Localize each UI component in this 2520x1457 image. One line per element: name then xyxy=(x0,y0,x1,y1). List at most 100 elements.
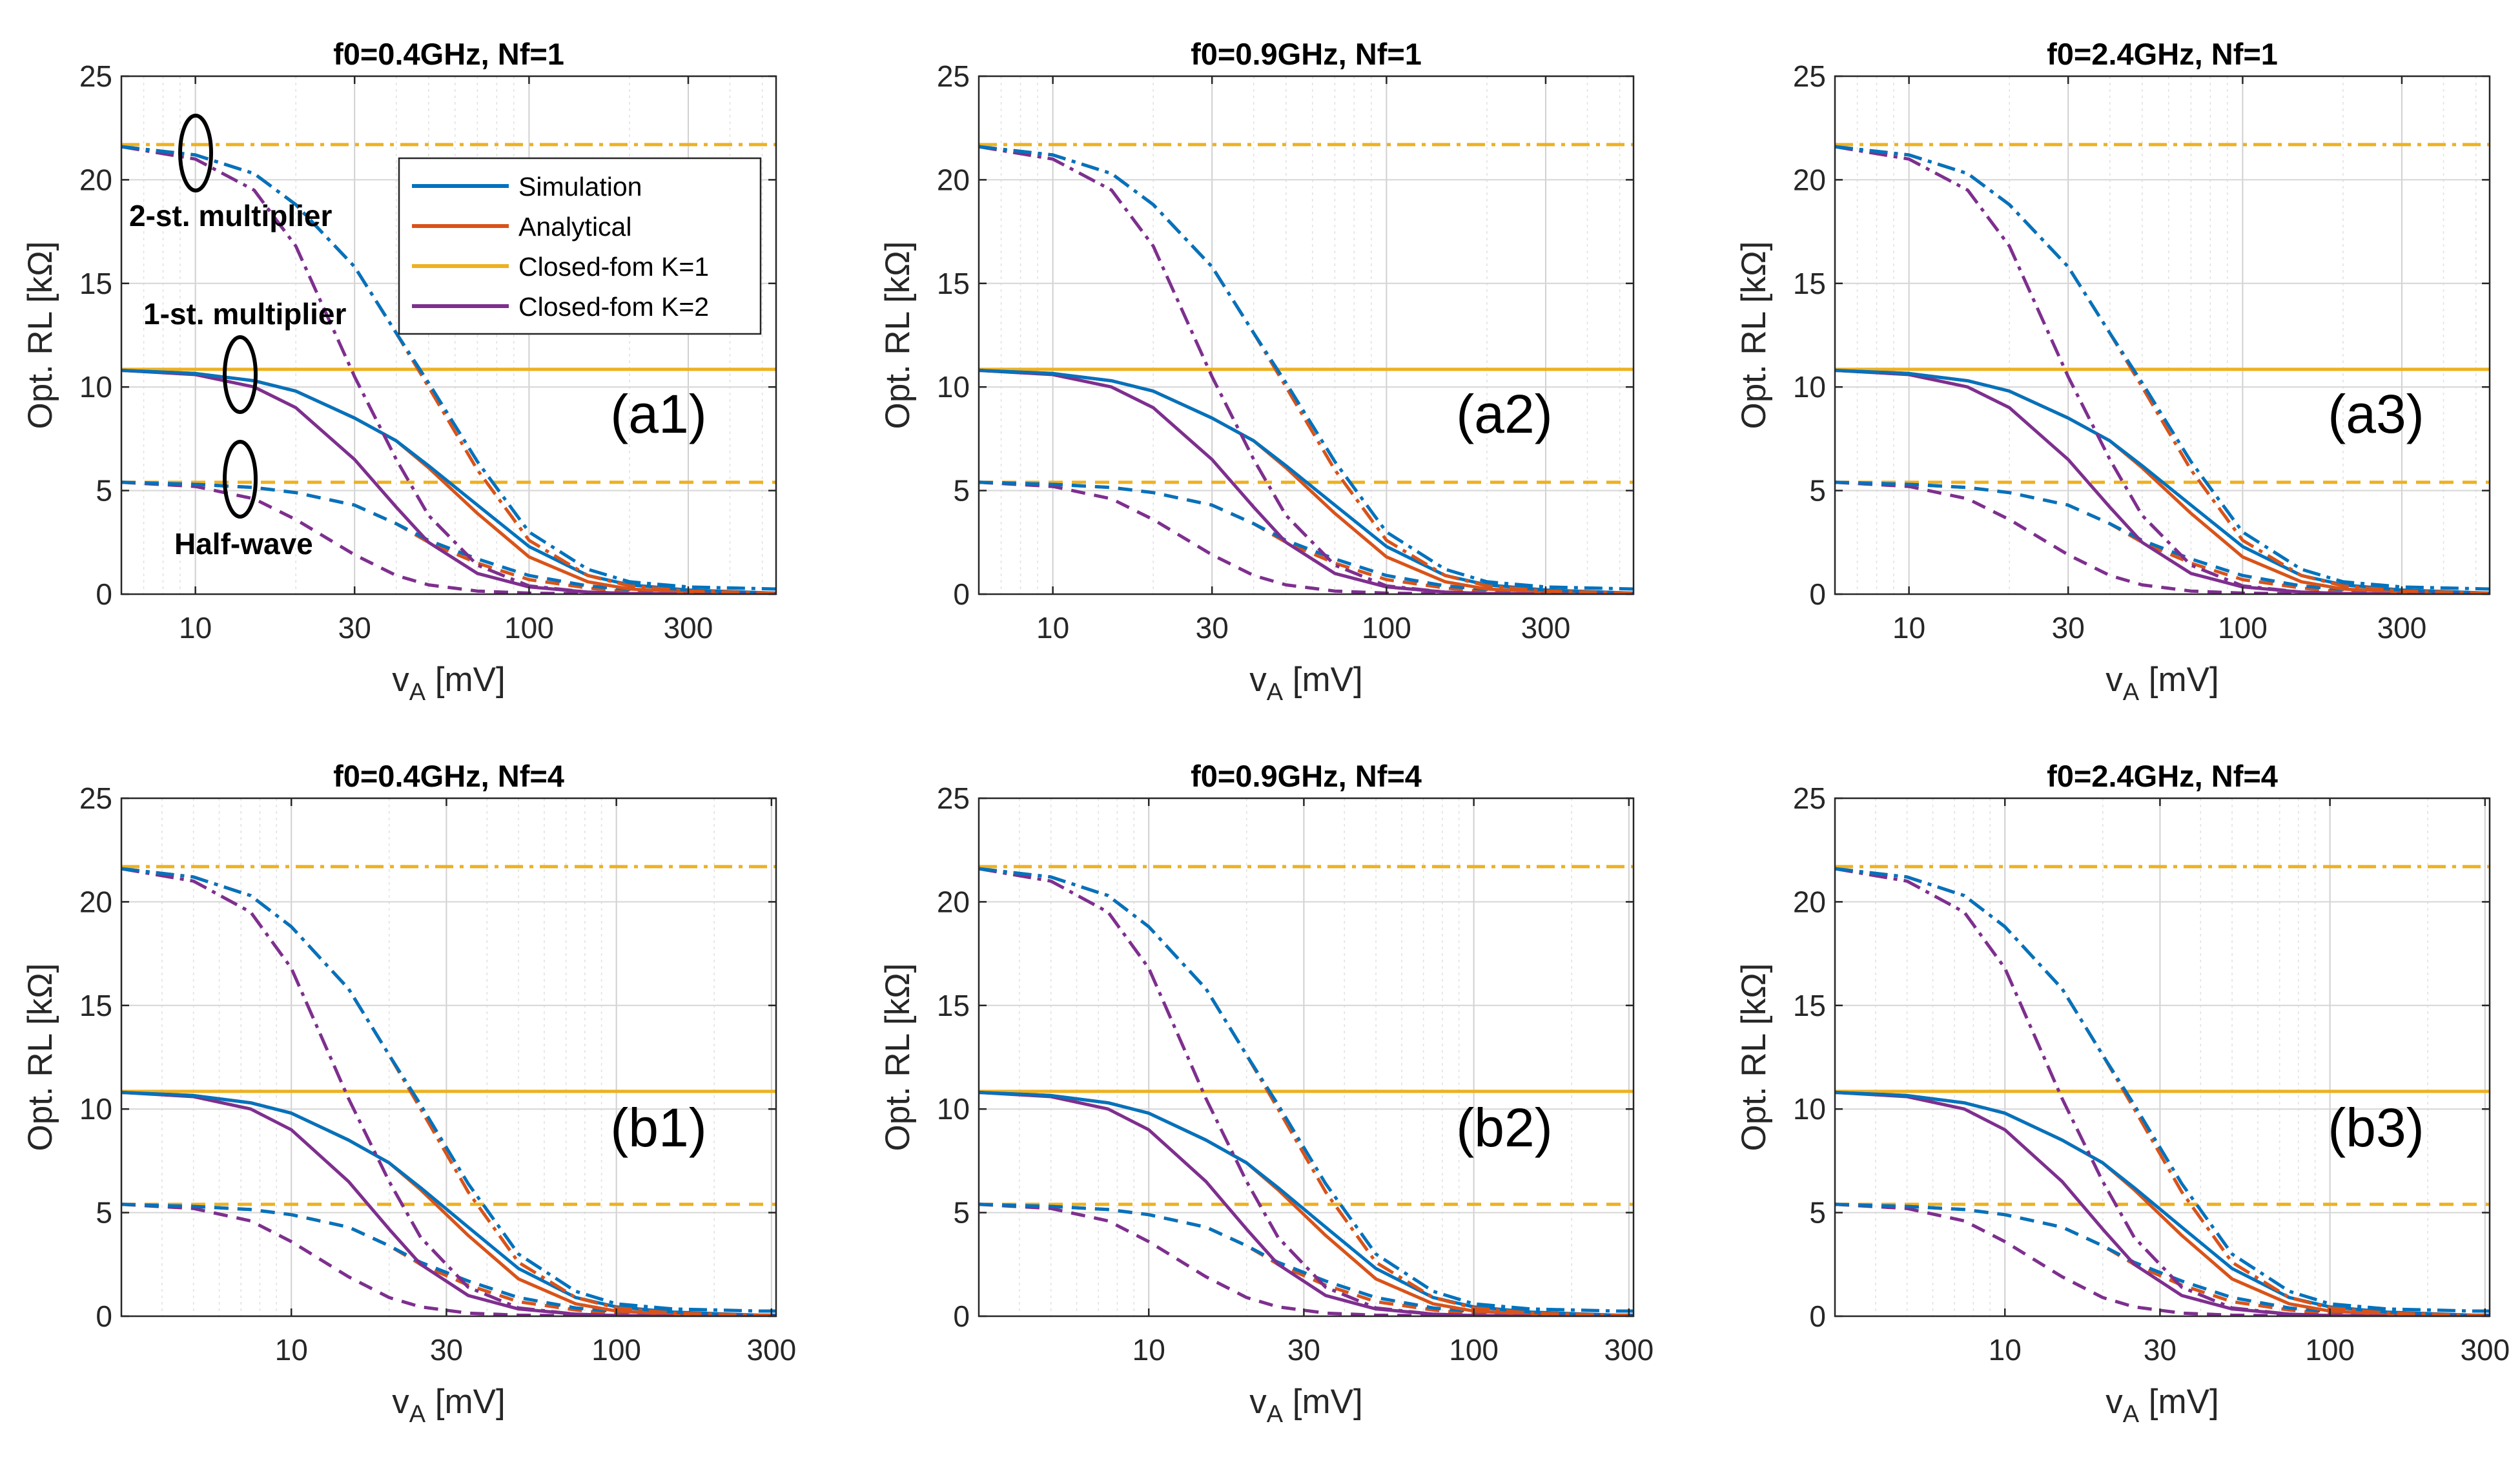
annotation-2-stage: 2-st. multiplier xyxy=(129,199,332,232)
legend-label: Closed-fom K=2 xyxy=(518,292,709,322)
annotation-ellipse xyxy=(178,114,213,192)
x-tick-label: 100 xyxy=(1449,1333,1499,1367)
y-tick-label: 15 xyxy=(937,989,970,1022)
y-tick-label: 15 xyxy=(79,267,112,300)
y-tick-label: 25 xyxy=(1793,59,1826,93)
y-tick-label: 10 xyxy=(79,1092,112,1126)
legend-label: Analytical xyxy=(518,212,631,242)
x-tick-label: 30 xyxy=(430,1333,463,1367)
x-tick-label: 300 xyxy=(2377,611,2427,645)
y-tick-label: 5 xyxy=(96,1196,112,1230)
line-simulation-two-stage xyxy=(121,145,776,591)
plot-area xyxy=(1835,76,2490,594)
y-tick-label: 20 xyxy=(79,885,112,918)
y-tick-label: 15 xyxy=(79,989,112,1022)
y-tick-label: 20 xyxy=(1793,163,1826,196)
axes-box xyxy=(1834,75,2491,595)
x-tick-label: 30 xyxy=(2144,1333,2177,1367)
x-tick-label: 100 xyxy=(2305,1333,2355,1367)
legend: Simulation Analytical Closed-fom K=1 Closed… xyxy=(398,157,762,335)
plot-area xyxy=(979,76,1634,594)
y-tick-label: 5 xyxy=(1809,1196,1826,1230)
legend-label: Simulation xyxy=(518,172,642,202)
x-tick-label: 10 xyxy=(1036,611,1069,645)
y-tick-label: 5 xyxy=(96,474,112,508)
line-closed-form-k2-half-wave xyxy=(1835,480,2490,594)
line-simulation-half-wave xyxy=(979,480,1634,594)
y-tick-label: 0 xyxy=(1809,577,1826,611)
line-closed-form-k2-two-stage xyxy=(979,145,1634,594)
x-tick-label: 100 xyxy=(504,611,554,645)
annotation-half-wave: Half-wave xyxy=(174,527,313,561)
subplot-title: f0=0.4GHz, Nf=4 xyxy=(333,759,564,793)
y-tick-label: 25 xyxy=(1793,781,1826,815)
x-tick-label: 300 xyxy=(2460,1333,2510,1367)
series-layer xyxy=(979,143,1634,594)
series-layer xyxy=(121,143,776,594)
subplot-a1: 0 5 10 15 20 25 10 30 100 300 f0=0.4GHz, Nf=1 vA [m… xyxy=(21,37,777,706)
panel-label: (a1) xyxy=(610,384,706,444)
subplot-title: f0=2.4GHz, Nf=1 xyxy=(2047,37,2278,71)
y-tick-label: 25 xyxy=(79,781,112,815)
line-simulation-two-stage xyxy=(979,867,1634,1313)
subplot-b2: 0 5 10 15 20 25 10 30 100 300 f0=0.9GHz, Nf=4 vA [m… xyxy=(879,759,1654,1428)
line-simulation-two-stage xyxy=(979,145,1634,591)
plot-area xyxy=(121,76,776,594)
subplot-title: f0=0.4GHz, Nf=1 xyxy=(333,37,564,71)
y-tick-label: 25 xyxy=(937,781,970,815)
y-axis-label: Opt. RL [kΩ] xyxy=(879,964,917,1152)
y-tick-label: 5 xyxy=(953,1196,970,1230)
y-tick-label: 10 xyxy=(1793,370,1826,404)
subplot-b1: 0 5 10 15 20 25 10 30 100 300 f0=0.4GHz, Nf=4 vA [m… xyxy=(21,759,796,1428)
panel-label: (a2) xyxy=(1456,384,1552,444)
plot-area xyxy=(121,798,776,1316)
line-simulation-two-stage xyxy=(1835,867,2490,1313)
y-tick-label: 0 xyxy=(953,1299,970,1333)
y-axis-label: Opt. RL [kΩ] xyxy=(21,242,59,429)
y-tick-label: 25 xyxy=(79,59,112,93)
annotation-1-stage: 1-st. multiplier xyxy=(143,297,346,331)
x-tick-label: 30 xyxy=(338,611,371,645)
x-tick-label: 300 xyxy=(1521,611,1571,645)
line-closed-form-k2-half-wave xyxy=(979,480,1634,594)
y-tick-label: 10 xyxy=(79,370,112,404)
x-tick-label: 100 xyxy=(2218,611,2268,645)
line-closed-form-k2-two-stage xyxy=(1835,145,2490,594)
legend-label: Closed-fom K=1 xyxy=(518,252,709,282)
line-simulation-two-stage xyxy=(121,867,776,1313)
x-tick-label: 100 xyxy=(1362,611,1411,645)
y-tick-label: 20 xyxy=(1793,885,1826,918)
subplot-title: f0=0.9GHz, Nf=4 xyxy=(1191,759,1422,793)
axes-box xyxy=(120,75,777,595)
y-axis-label: Opt. RL [kΩ] xyxy=(1735,242,1773,429)
y-axis-label: Opt. RL [kΩ] xyxy=(879,242,917,429)
y-tick-label: 20 xyxy=(937,163,970,196)
x-tick-label: 10 xyxy=(1989,1333,2022,1367)
annotation-ellipse xyxy=(223,335,258,414)
subplot-b3: 0 5 10 15 20 25 10 30 100 300 f0=2.4GHz, Nf=4 vA [m… xyxy=(1735,759,2510,1428)
y-tick-label: 5 xyxy=(1809,474,1826,508)
y-axis-label: Opt. RL [kΩ] xyxy=(21,964,59,1152)
x-tick-label: 30 xyxy=(2052,611,2085,645)
y-tick-label: 10 xyxy=(937,1092,970,1126)
x-axis-label: vA [mV] xyxy=(1249,661,1363,706)
y-tick-label: 0 xyxy=(1809,1299,1826,1333)
panel-label: (b3) xyxy=(2328,1097,2424,1158)
axes-box xyxy=(1834,797,2491,1318)
y-tick-label: 20 xyxy=(79,163,112,196)
x-tick-label: 300 xyxy=(1604,1333,1654,1367)
y-tick-label: 15 xyxy=(1793,267,1826,300)
x-axis-label: vA [mV] xyxy=(1249,1383,1363,1428)
y-tick-label: 15 xyxy=(1793,989,1826,1022)
line-closed-form-k2-two-stage xyxy=(121,145,776,594)
subplot-a3: 0 5 10 15 20 25 10 30 100 300 f0=2.4GHz, Nf=1 vA [m… xyxy=(1735,37,2491,706)
y-tick-label: 0 xyxy=(96,1299,112,1333)
y-tick-label: 0 xyxy=(96,577,112,611)
y-tick-label: 20 xyxy=(937,885,970,918)
x-tick-label: 10 xyxy=(1892,611,1925,645)
line-simulation-two-stage xyxy=(1835,145,2490,591)
panel-label: (b2) xyxy=(1456,1097,1552,1158)
x-tick-label: 300 xyxy=(664,611,713,645)
panel-label: (b1) xyxy=(610,1097,706,1158)
